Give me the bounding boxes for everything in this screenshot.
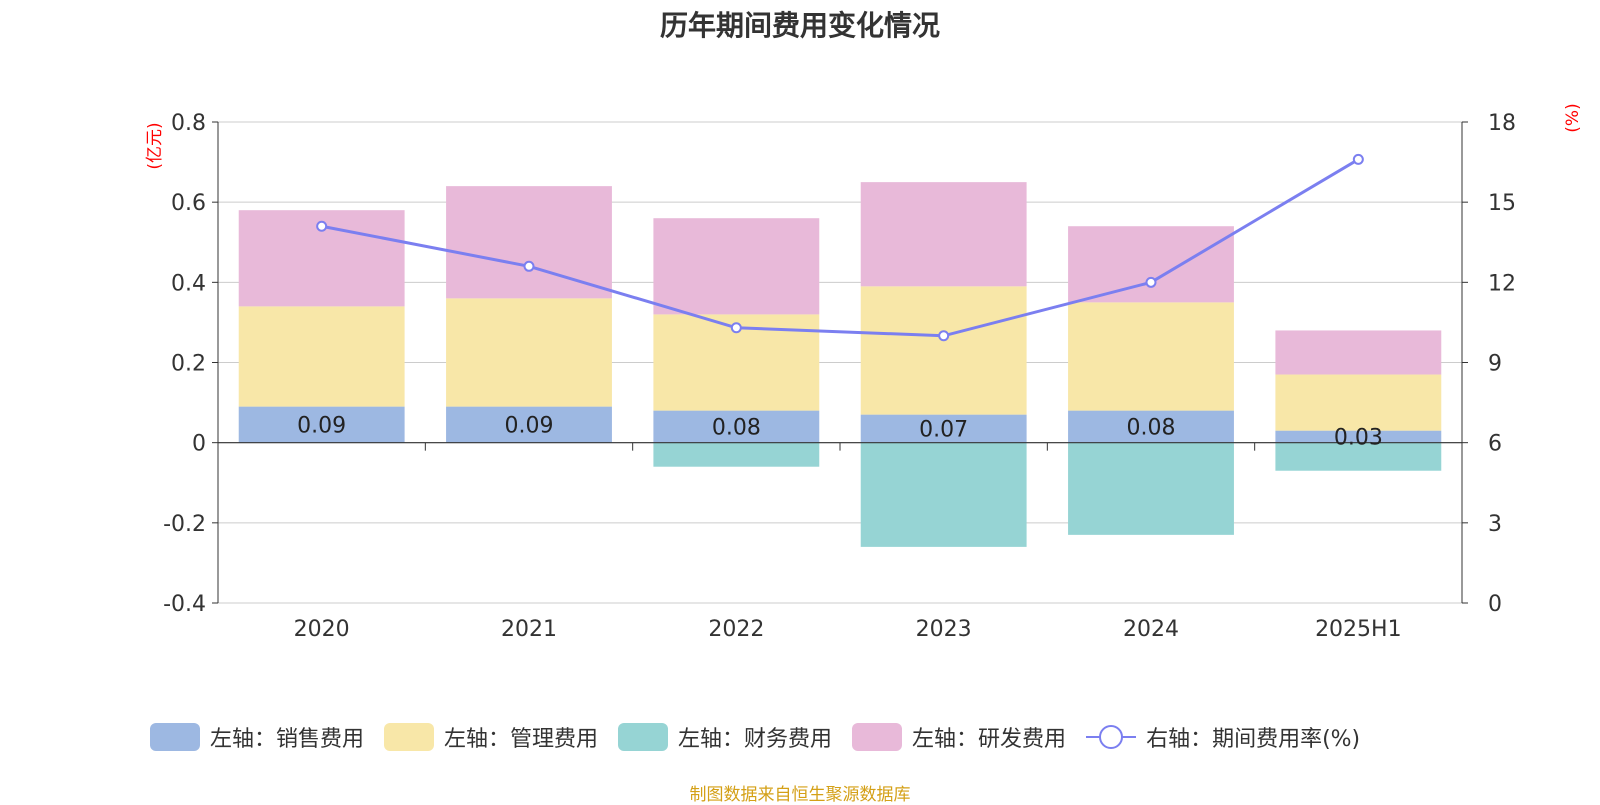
bar-2023-左轴：管理费用 [860,286,1027,415]
bar-2025H1-左轴：管理费用 [1275,374,1442,431]
right-tick-label: 12 [1488,271,1516,296]
legend-label: 左轴：管理费用 [444,727,599,752]
legend-item[interactable]: 左轴：销售费用 [150,721,364,753]
data-label: 0.09 [297,414,346,439]
chart-canvas: -0.4 -0.2 0 0.2 0.4 0.6 0.8 0 3 6 9 12 15 18 (亿元) (%) 20… [145,103,1583,642]
rate-point [730,322,742,334]
right-tick-label: 0 [1488,592,1502,617]
right-tick-label: 18 [1488,111,1516,136]
left-tick-label: 0.2 [171,352,206,377]
legend-label: 右轴：期间费用率(%) [1146,727,1361,752]
bar-2023-左轴：销售费用 [860,414,1027,443]
data-label: 0.03 [1334,426,1383,451]
bar-2022-左轴：研发费用 [653,218,820,315]
bar-2024-左轴：管理费用 [1068,302,1234,411]
legend-item[interactable]: 左轴：财务费用 [618,721,832,753]
data-label: 0.07 [919,418,968,443]
bar-2025H1-左轴：销售费用 [1275,430,1442,443]
rate-point [523,260,535,272]
right-axis-unit: (%) [1563,103,1583,132]
legend-item[interactable]: 左轴：研发费用 [852,721,1066,753]
bar-2022-左轴：销售费用 [653,410,820,443]
x-tick-label: 2023 [916,617,972,642]
bar-2021-左轴：销售费用 [446,406,612,443]
rate-line [321,158,1360,338]
x-tick-label: 2020 [294,617,350,642]
left-tick-label: 0.4 [171,271,206,296]
right-tick-label: 6 [1488,432,1502,457]
legend-label: 左轴：销售费用 [210,727,365,752]
rate-point [1145,276,1157,288]
left-axis-unit: (亿元) [145,122,165,169]
right-tick-label: 9 [1488,352,1502,377]
bar-2025H1-左轴：财务费用 [1275,442,1442,471]
bar-2022-左轴：财务费用 [653,442,820,467]
x-tick-label: 2024 [1123,617,1179,642]
rate-point [316,220,328,232]
rate-point [938,330,950,342]
legend-label: 左轴：财务费用 [678,727,833,752]
x-tick-label: 2022 [708,617,764,642]
left-tick-label: 0.8 [171,111,206,136]
right-tick-label: 3 [1488,512,1502,537]
legend-item[interactable]: 左轴：管理费用 [384,721,598,753]
legend-swatch [618,723,669,751]
bar-2020-左轴：销售费用 [238,406,405,443]
left-tick-label: -0.2 [163,512,206,537]
data-label: 0.08 [1127,416,1176,441]
x-tick-label: 2021 [501,617,557,642]
legend-swatch [150,723,200,751]
left-tick-label: -0.4 [163,592,206,617]
rate-point [1352,153,1364,165]
bar-2021-左轴：管理费用 [446,298,612,407]
chart-legend: 左轴：销售费用 左轴：管理费用 左轴：财务费用 左轴：研发费用 右轴：期间费用率(%) [150,720,1450,754]
right-tick-label: 15 [1488,191,1516,216]
chart-title: 历年期间费用变化情况 [659,9,940,42]
bar-2024-左轴：销售费用 [1068,410,1234,443]
x-tick-label: 2025H1 [1315,617,1402,642]
legend-line-marker [1086,723,1137,751]
bar-2024-左轴：财务费用 [1068,442,1234,535]
legend-label: 左轴：研发费用 [912,727,1067,752]
bar-2024-左轴：研发费用 [1068,226,1234,303]
bar-2023-左轴：财务费用 [860,442,1027,547]
data-label: 0.09 [505,414,554,439]
left-tick-label: 0.6 [171,191,206,216]
bar-2021-左轴：研发费用 [446,186,612,299]
legend-item[interactable]: 右轴：期间费用率(%) [1086,721,1360,753]
data-label: 0.08 [712,416,761,441]
bar-2023-左轴：研发费用 [860,182,1027,287]
legend-swatch [852,723,903,751]
legend-swatch [384,723,435,751]
bar-2020-左轴：管理费用 [238,306,405,407]
bar-2025H1-左轴：研发费用 [1275,330,1442,375]
source-note: 制图数据来自恒生聚源数据库 [689,785,911,805]
left-tick-label: 0 [192,432,206,457]
